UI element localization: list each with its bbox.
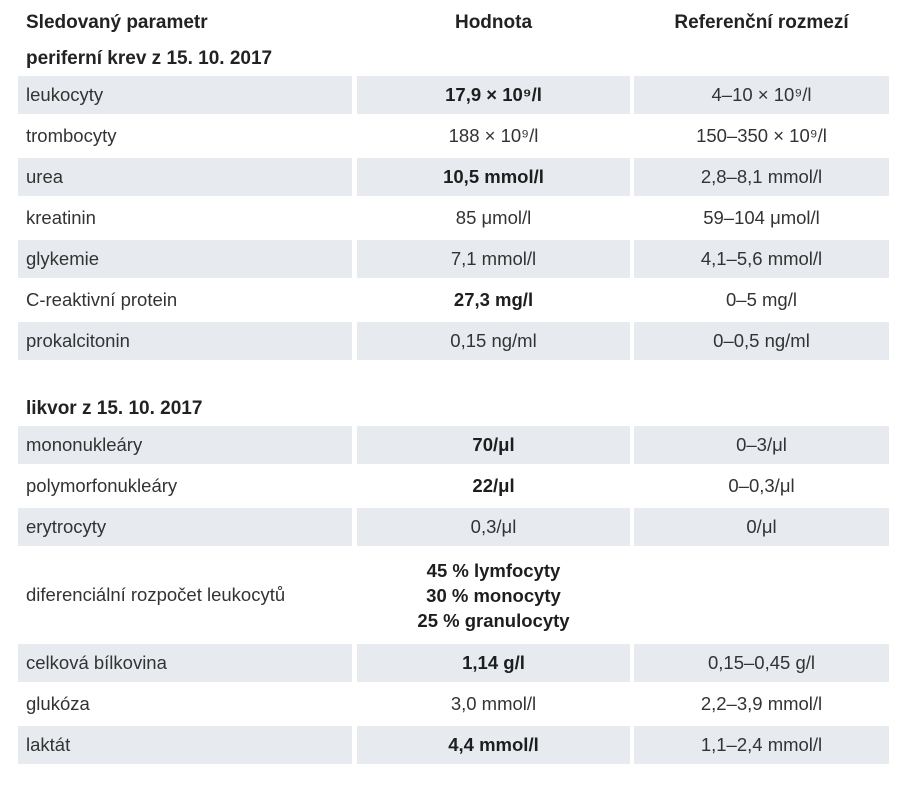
row-value: 1,14 g/l — [357, 644, 630, 682]
row-parameter: trombocyty — [26, 125, 117, 146]
header-value: Hodnota — [454, 12, 533, 33]
header-reference: Referenční rozmezí — [674, 12, 849, 33]
row-value: 70/μl — [357, 426, 630, 464]
row-value: 22/μl — [472, 475, 515, 496]
lab-results-table: Sledovaný parametr Hodnota Referenční ro… — [18, 0, 889, 767]
row-value: 188 × 10⁹/l — [448, 125, 539, 146]
row-parameter: laktát — [18, 726, 352, 764]
row-value: 3,0 mmol/l — [450, 693, 537, 714]
row-reference: 0–5 mg/l — [726, 289, 797, 310]
value-line: 45 % lymfocyty — [426, 559, 561, 581]
table-row: C-reaktivní protein 27,3 mg/l 0–5 mg/l — [18, 281, 889, 319]
table-row: mononukleáry 70/μl 0–3/μl — [18, 426, 889, 464]
row-reference: 0–0,5 ng/ml — [634, 322, 889, 360]
section-title-csf: likvor z 15. 10. 2017 — [26, 398, 203, 419]
table-row: prokalcitonin 0,15 ng/ml 0–0,5 ng/ml — [18, 322, 889, 360]
table-row: celková bílkovina 1,14 g/l 0,15–0,45 g/l — [18, 644, 889, 682]
table-header: Sledovaný parametr Hodnota Referenční ro… — [18, 4, 889, 42]
table-row: polymorfonukleáry 22/μl 0–0,3/μl — [18, 467, 889, 505]
row-reference: 4,1–5,6 mmol/l — [634, 240, 889, 278]
row-reference: 0–3/μl — [634, 426, 889, 464]
row-value: 7,1 mmol/l — [357, 240, 630, 278]
row-value: 0,3/μl — [357, 508, 630, 546]
row-value: 27,3 mg/l — [453, 289, 534, 310]
row-parameter: mononukleáry — [18, 426, 352, 464]
row-reference: 1,1–2,4 mmol/l — [634, 726, 889, 764]
row-reference: 4–10 × 10⁹/l — [634, 76, 889, 114]
row-parameter: erytrocyty — [18, 508, 352, 546]
table-row: laktát 4,4 mmol/l 1,1–2,4 mmol/l — [18, 726, 889, 764]
row-reference: 0,15–0,45 g/l — [634, 644, 889, 682]
value-line: 25 % granulocyty — [417, 609, 570, 631]
table-row: leukocyty 17,9 × 10⁹/l 4–10 × 10⁹/l — [18, 76, 889, 114]
row-value: 85 μmol/l — [455, 207, 532, 228]
row-parameter: glukóza — [26, 693, 90, 714]
table-row: erytrocyty 0,3/μl 0/μl — [18, 508, 889, 546]
section-spacer — [18, 363, 889, 392]
row-parameter: C-reaktivní protein — [26, 289, 178, 310]
row-value-multiline: 45 % lymfocyty 30 % monocyty 25 % granul… — [357, 549, 630, 641]
table-row: urea 10,5 mmol/l 2,8–8,1 mmol/l — [18, 158, 889, 196]
row-parameter: celková bílkovina — [18, 644, 352, 682]
row-parameter: leukocyty — [18, 76, 352, 114]
row-parameter: diferenciální rozpočet leukocytů — [26, 584, 286, 605]
row-value: 4,4 mmol/l — [357, 726, 630, 764]
section-title-blood: periferní krev z 15. 10. 2017 — [26, 48, 273, 69]
row-parameter: polymorfonukleáry — [26, 475, 178, 496]
row-reference — [634, 549, 889, 641]
row-reference: 150–350 × 10⁹/l — [696, 125, 827, 146]
row-parameter: prokalcitonin — [18, 322, 352, 360]
row-value: 17,9 × 10⁹/l — [357, 76, 630, 114]
row-parameter: kreatinin — [26, 207, 96, 228]
row-parameter: urea — [18, 158, 352, 196]
table-row: kreatinin 85 μmol/l 59–104 μmol/l — [18, 199, 889, 237]
table-row: glukóza 3,0 mmol/l 2,2–3,9 mmol/l — [18, 685, 889, 723]
row-reference: 59–104 μmol/l — [703, 207, 820, 228]
table-row: diferenciální rozpočet leukocytů 45 % ly… — [18, 549, 889, 641]
row-value: 10,5 mmol/l — [357, 158, 630, 196]
row-value: 0,15 ng/ml — [357, 322, 630, 360]
table-row: trombocyty 188 × 10⁹/l 150–350 × 10⁹/l — [18, 117, 889, 155]
row-reference: 2,2–3,9 mmol/l — [700, 693, 823, 714]
header-parameter: Sledovaný parametr — [26, 12, 208, 33]
row-parameter: glykemie — [18, 240, 352, 278]
row-reference: 0–0,3/μl — [728, 475, 795, 496]
value-line: 30 % monocyty — [426, 584, 561, 606]
row-reference: 2,8–8,1 mmol/l — [634, 158, 889, 196]
row-reference: 0/μl — [634, 508, 889, 546]
table-row: glykemie 7,1 mmol/l 4,1–5,6 mmol/l — [18, 240, 889, 278]
